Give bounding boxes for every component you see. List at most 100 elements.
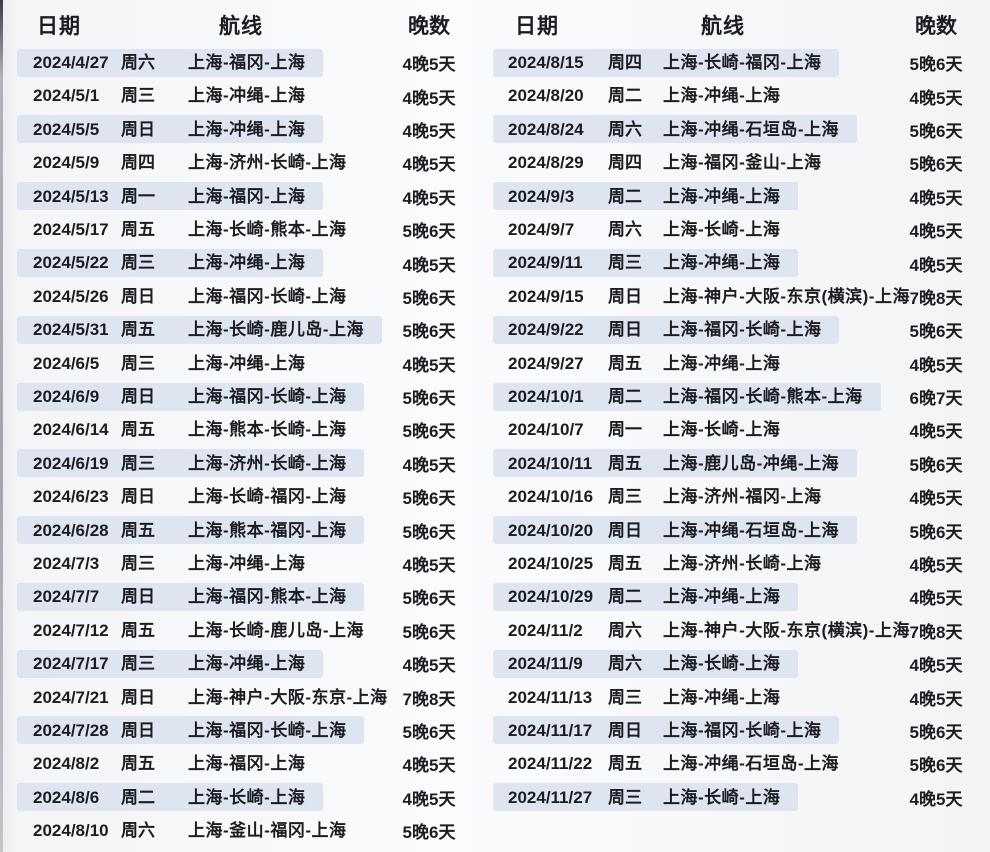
table-row: 2024/7/21 周日 上海-神户-大阪-东京-上海 7晚8天 <box>17 680 483 713</box>
route-cell: 上海-福冈-上海 <box>188 186 306 206</box>
table-row: 2024/5/17 周五 上海-长崎-熊本-上海 5晚6天 <box>17 213 483 246</box>
departure-date-cell: 2024/5/9 <box>33 153 100 173</box>
departure-date-cell: 2024/6/28 <box>33 520 109 540</box>
row-highlight-band: 2024/9/22 周日 上海-福冈-长崎-上海 <box>493 315 840 344</box>
table-row: 2024/5/13 周一 上海-福冈-上海 4晚5天 <box>17 180 483 213</box>
row-highlight-band: 2024/8/20 周二 上海-冲绳-上海 <box>493 82 798 110</box>
route-cell: 上海-冲绳-上海 <box>663 353 781 373</box>
table-row: 2024/10/20 周日 上海-冲绳-石垣岛-上海 5晚6天 <box>493 513 983 546</box>
departure-date-cell: 2024/5/13 <box>33 186 109 206</box>
row-highlight-band: 2024/11/22 周五 上海-冲绳-石垣岛-上海 <box>493 750 857 778</box>
row-highlight-band: 2024/9/3 周二 上海-冲绳-上海 <box>493 182 799 211</box>
departure-date-cell: 2024/7/21 <box>33 687 109 707</box>
row-highlight-band: 2024/8/15 周四 上海-长崎-福冈-上海 <box>493 48 840 77</box>
weekday-cell: 周日 <box>121 119 155 139</box>
table-row: 2024/8/15 周四 上海-长崎-福冈-上海 5晚6天 <box>493 46 983 79</box>
row-highlight-band: 2024/10/11 周五 上海-鹿儿岛-冲绳-上海 <box>493 449 857 478</box>
table-row: 2024/9/11 周三 上海-冲绳-上海 4晚5天 <box>493 246 983 279</box>
route-cell: 上海-长崎-鹿儿岛-上海 <box>188 320 364 340</box>
route-cell: 上海-福冈-长崎-上海 <box>188 720 347 740</box>
weekday-cell: 周日 <box>121 687 155 707</box>
weekday-cell: 周三 <box>121 654 155 674</box>
route-cell: 上海-福冈-长崎-上海 <box>663 720 822 740</box>
table-body: 2024/4/27 周六 上海-福冈-上海 4晚5天 2024/5/1 周三 上海-冲绳-上… <box>17 46 483 847</box>
weekday-cell: 周二 <box>608 186 642 206</box>
row-highlight-band: 2024/10/20 周日 上海-冲绳-石垣岛-上海 <box>493 516 857 545</box>
departure-date-cell: 2024/8/20 <box>508 86 584 106</box>
table-row: 2024/10/16 周三 上海-济州-福冈-上海 4晚5天 <box>493 480 983 513</box>
table-row: 2024/8/10 周六 上海-釜山-福冈-上海 5晚6天 <box>17 814 483 847</box>
table-row: 2024/10/29 周二 上海-冲绳-上海 4晚5天 <box>493 580 983 613</box>
table-row: 2024/11/9 周六 上海-长崎-上海 4晚5天 <box>493 647 983 680</box>
weekday-cell: 周六 <box>608 220 642 240</box>
nights-cell: 4晚5天 <box>402 155 456 175</box>
route-cell: 上海-福冈-长崎-上海 <box>188 286 347 306</box>
route-cell: 上海-冲绳-石垣岛-上海 <box>663 754 839 774</box>
weekday-cell: 周日 <box>608 320 642 340</box>
table-row: 2024/10/1 周二 上海-福冈-长崎-熊本-上海 6晚7天 <box>493 380 983 413</box>
weekday-cell: 周日 <box>608 286 642 306</box>
nights-cell: 4晚5天 <box>402 88 456 108</box>
table-row: 2024/7/12 周五 上海-长崎-鹿儿岛-上海 5晚6天 <box>17 614 483 647</box>
departure-date-cell: 2024/7/28 <box>33 720 109 740</box>
weekday-cell: 周日 <box>121 487 155 507</box>
nights-cell: 5晚6天 <box>402 422 456 442</box>
schedule-table-right: 日期 航线 晚数 2024/8/15 周四 上海-长崎-福冈-上海 5晚6天 2024/… <box>493 0 983 852</box>
row-highlight-band: 2024/10/7 周一 上海-长崎-上海 <box>493 416 798 444</box>
nights-cell: 4晚5天 <box>909 689 963 709</box>
departure-date-cell: 2024/5/5 <box>33 119 100 139</box>
weekday-cell: 周六 <box>121 53 155 73</box>
weekday-cell: 周五 <box>121 420 155 440</box>
row-highlight-band: 2024/7/3 周三 上海-冲绳-上海 <box>17 549 323 577</box>
departure-date-cell: 2024/5/22 <box>33 253 109 273</box>
route-cell: 上海-鹿儿岛-冲绳-上海 <box>663 453 839 473</box>
nights-cell: 4晚5天 <box>909 589 963 609</box>
departure-date-cell: 2024/7/17 <box>33 654 109 674</box>
row-highlight-band: 2024/10/16 周三 上海-济州-福冈-上海 <box>493 483 839 511</box>
table-row: 2024/6/9 周日 上海-福冈-长崎-上海 5晚6天 <box>17 380 483 413</box>
nights-cell: 5晚6天 <box>402 389 456 409</box>
nights-cell: 7晚8天 <box>909 622 963 642</box>
row-highlight-band: 2024/6/19 周三 上海-济州-长崎-上海 <box>17 449 365 478</box>
row-highlight-band: 2024/5/26 周日 上海-福冈-长崎-上海 <box>17 282 364 310</box>
route-cell: 上海-福冈-上海 <box>188 754 306 774</box>
departure-date-cell: 2024/10/7 <box>508 420 584 440</box>
departure-date-cell: 2024/10/20 <box>508 520 594 540</box>
table-header-row: 日期 航线 晚数 <box>17 0 483 46</box>
row-highlight-band: 2024/5/31 周五 上海-长崎-鹿儿岛-上海 <box>17 315 382 344</box>
schedule-table-left: 日期 航线 晚数 2024/4/27 周六 上海-福冈-上海 4晚5天 2024/5/1… <box>17 0 483 852</box>
weekday-cell: 周三 <box>608 487 642 507</box>
row-highlight-band: 2024/8/10 周六 上海-釜山-福冈-上海 <box>17 817 364 845</box>
departure-date-cell: 2024/5/31 <box>33 320 109 340</box>
weekday-cell: 周六 <box>608 620 642 640</box>
departure-date-cell: 2024/10/1 <box>508 387 584 406</box>
nights-cell: 5晚6天 <box>402 522 456 542</box>
nights-cell: 7晚8天 <box>402 689 456 709</box>
nights-cell: 5晚6天 <box>909 756 963 776</box>
row-highlight-band: 2024/5/9 周四 上海-济州-长崎-上海 <box>17 149 364 177</box>
route-cell: 上海-济州-福冈-上海 <box>663 487 822 507</box>
weekday-cell: 周一 <box>608 420 642 440</box>
weekday-cell: 周五 <box>121 320 155 340</box>
date-column-header: 日期 <box>515 15 559 38</box>
date-column-header: 日期 <box>37 15 81 38</box>
weekday-cell: 周四 <box>121 153 155 173</box>
table-row: 2024/4/27 周六 上海-福冈-上海 4晚5天 <box>17 46 483 79</box>
weekday-cell: 周日 <box>608 720 642 740</box>
nights-cell: 4晚5天 <box>402 121 456 141</box>
route-cell: 上海-冲绳-上海 <box>663 687 781 707</box>
nights-cell: 4晚5天 <box>402 789 456 809</box>
table-row: 2024/9/7 周六 上海-长崎-上海 4晚5天 <box>493 213 983 246</box>
nights-cell: 5晚6天 <box>402 589 456 609</box>
table-row: 2024/5/9 周四 上海-济州-长崎-上海 4晚5天 <box>17 146 483 179</box>
departure-date-cell: 2024/6/9 <box>33 387 100 406</box>
weekday-cell: 周三 <box>121 353 155 373</box>
weekday-cell: 周六 <box>121 821 155 841</box>
photo-edge-artifact <box>0 0 3 852</box>
weekday-cell: 周三 <box>608 253 642 273</box>
weekday-cell: 周三 <box>121 453 155 473</box>
nights-cell: 4晚5天 <box>402 55 456 75</box>
table-row: 2024/11/22 周五 上海-冲绳-石垣岛-上海 5晚6天 <box>493 747 983 780</box>
row-highlight-band: 2024/5/13 周一 上海-福冈-上海 <box>17 182 324 211</box>
table-row: 2024/8/2 周五 上海-福冈-上海 4晚5天 <box>17 747 483 780</box>
